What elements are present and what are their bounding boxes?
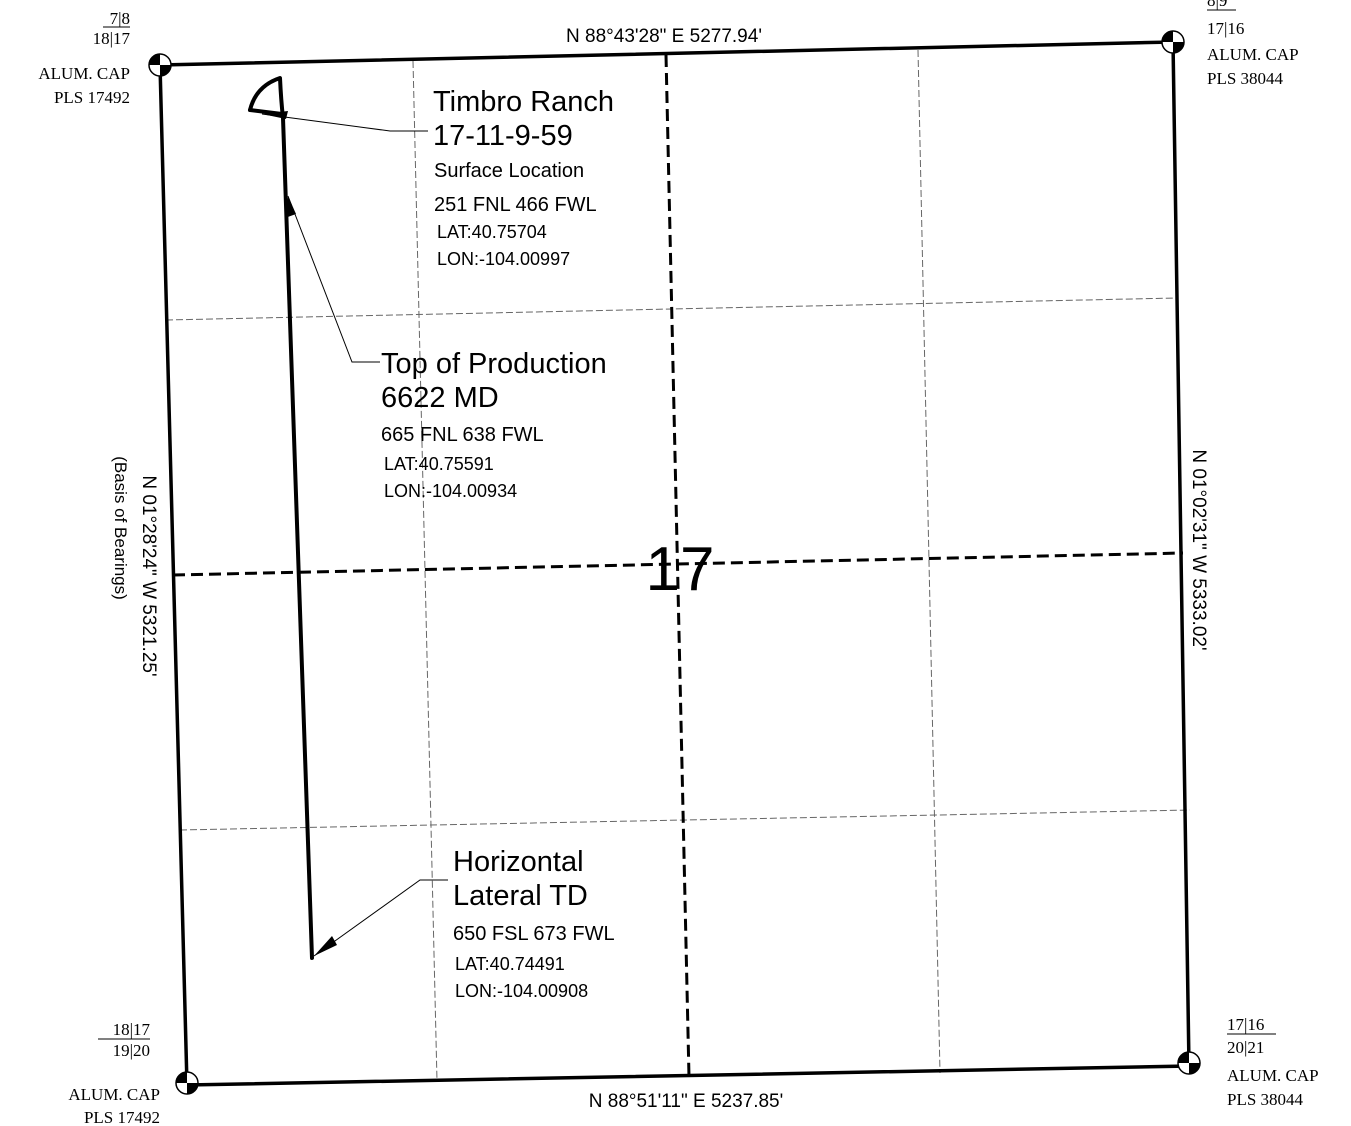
corner-label-ne: 8|9 17|16 ALUM. CAP PLS 38044 xyxy=(1207,0,1299,88)
top-production-md: 6622 MD xyxy=(381,382,499,414)
corner-nw-line2: PLS 17492 xyxy=(54,88,130,107)
surface-footage: 251 FNL 466 FWL xyxy=(434,194,597,216)
corner-monument-se xyxy=(1177,1051,1201,1075)
wellbore-path xyxy=(248,76,314,960)
lateral-line xyxy=(248,76,314,960)
surface-leader xyxy=(261,113,428,132)
west-line-call: N 01°28'24" W 5321.25' xyxy=(138,475,159,676)
top-production-footage: 665 FNL 638 FWL xyxy=(381,424,544,446)
section-number: 17 xyxy=(646,535,715,604)
lateral-td-leader xyxy=(313,879,448,957)
top-production-leader xyxy=(287,195,380,363)
north-line-call: N 88°43'28" E 5277.94' xyxy=(566,26,762,47)
lateral-td-title-1: Horizontal xyxy=(453,846,584,878)
corner-sw-bottom: 19|20 xyxy=(113,1041,150,1060)
corner-ne-bottom: 17|16 xyxy=(1207,19,1244,38)
corner-sw-line1: ALUM. CAP xyxy=(68,1085,160,1104)
corner-nw-top: 7|8 xyxy=(110,9,130,28)
basis-of-bearings-note: (Basis of Bearings) xyxy=(111,456,130,600)
top-production-title: Top of Production xyxy=(381,348,607,380)
surface-lon: LON:-104.00997 xyxy=(437,249,570,269)
grid-line-v3 xyxy=(917,49,941,1074)
corner-monument-sw xyxy=(175,1071,199,1095)
corner-ne-top: 8|9 xyxy=(1207,0,1227,10)
well-name: Timbro Ranch xyxy=(433,86,614,118)
lateral-td-title-2: Lateral TD xyxy=(453,880,588,912)
lateral-td-footage: 650 FSL 673 FWL xyxy=(453,923,615,945)
corner-sw-top: 18|17 xyxy=(113,1020,151,1039)
corner-nw-bottom: 18|17 xyxy=(93,29,131,48)
well-number: 17-11-9-59 xyxy=(433,120,573,152)
quarter-line-ns xyxy=(664,54,691,1078)
corner-se-line1: ALUM. CAP xyxy=(1227,1066,1319,1085)
lateral-td-lat: LAT:40.74491 xyxy=(455,954,565,974)
top-production-lon: LON:-104.00934 xyxy=(384,481,517,501)
corner-label-se: 17|16 20|21 ALUM. CAP PLS 38044 xyxy=(1227,1015,1319,1109)
corner-se-top: 17|16 xyxy=(1227,1015,1264,1034)
corner-monument-ne xyxy=(1161,30,1185,54)
top-production-label: Top of Production 6622 MD 665 FNL 638 FW… xyxy=(381,348,607,501)
surface-arrowhead xyxy=(262,111,288,119)
leaders xyxy=(261,111,448,957)
quarter-lines xyxy=(172,54,1184,1078)
corner-label-sw: 18|17 19|20 ALUM. CAP PLS 17492 xyxy=(68,1020,160,1126)
grid-line-h3 xyxy=(179,809,1191,831)
east-line-call: N 01°02'31" W 5333.02' xyxy=(1188,449,1209,650)
corner-se-line2: PLS 38044 xyxy=(1227,1090,1304,1109)
lateral-td-label: Horizontal Lateral TD 650 FSL 673 FWL LA… xyxy=(453,846,615,1001)
corner-ne-line1: ALUM. CAP xyxy=(1207,45,1299,64)
top-production-arrowhead xyxy=(285,196,296,218)
corner-monument-nw xyxy=(148,53,172,77)
top-production-lat: LAT:40.75591 xyxy=(384,454,494,474)
lateral-td-arrowhead xyxy=(314,936,337,956)
corner-label-nw: 7|8 18|17 ALUM. CAP PLS 17492 xyxy=(38,9,130,107)
lateral-td-lon: LON:-104.00908 xyxy=(455,981,588,1001)
surface-lat: LAT:40.75704 xyxy=(437,222,547,242)
corner-se-bottom: 20|21 xyxy=(1227,1038,1264,1057)
corner-sw-line2: PLS 17492 xyxy=(84,1108,160,1126)
corner-nw-line1: ALUM. CAP xyxy=(38,64,130,83)
south-line-call: N 88°51'11" E 5237.85' xyxy=(589,1091,784,1112)
surface-location-title: Surface Location xyxy=(434,160,584,182)
surface-location-label: Timbro Ranch 17-11-9-59 Surface Location… xyxy=(433,86,614,269)
corner-ne-line2: PLS 38044 xyxy=(1207,69,1284,88)
